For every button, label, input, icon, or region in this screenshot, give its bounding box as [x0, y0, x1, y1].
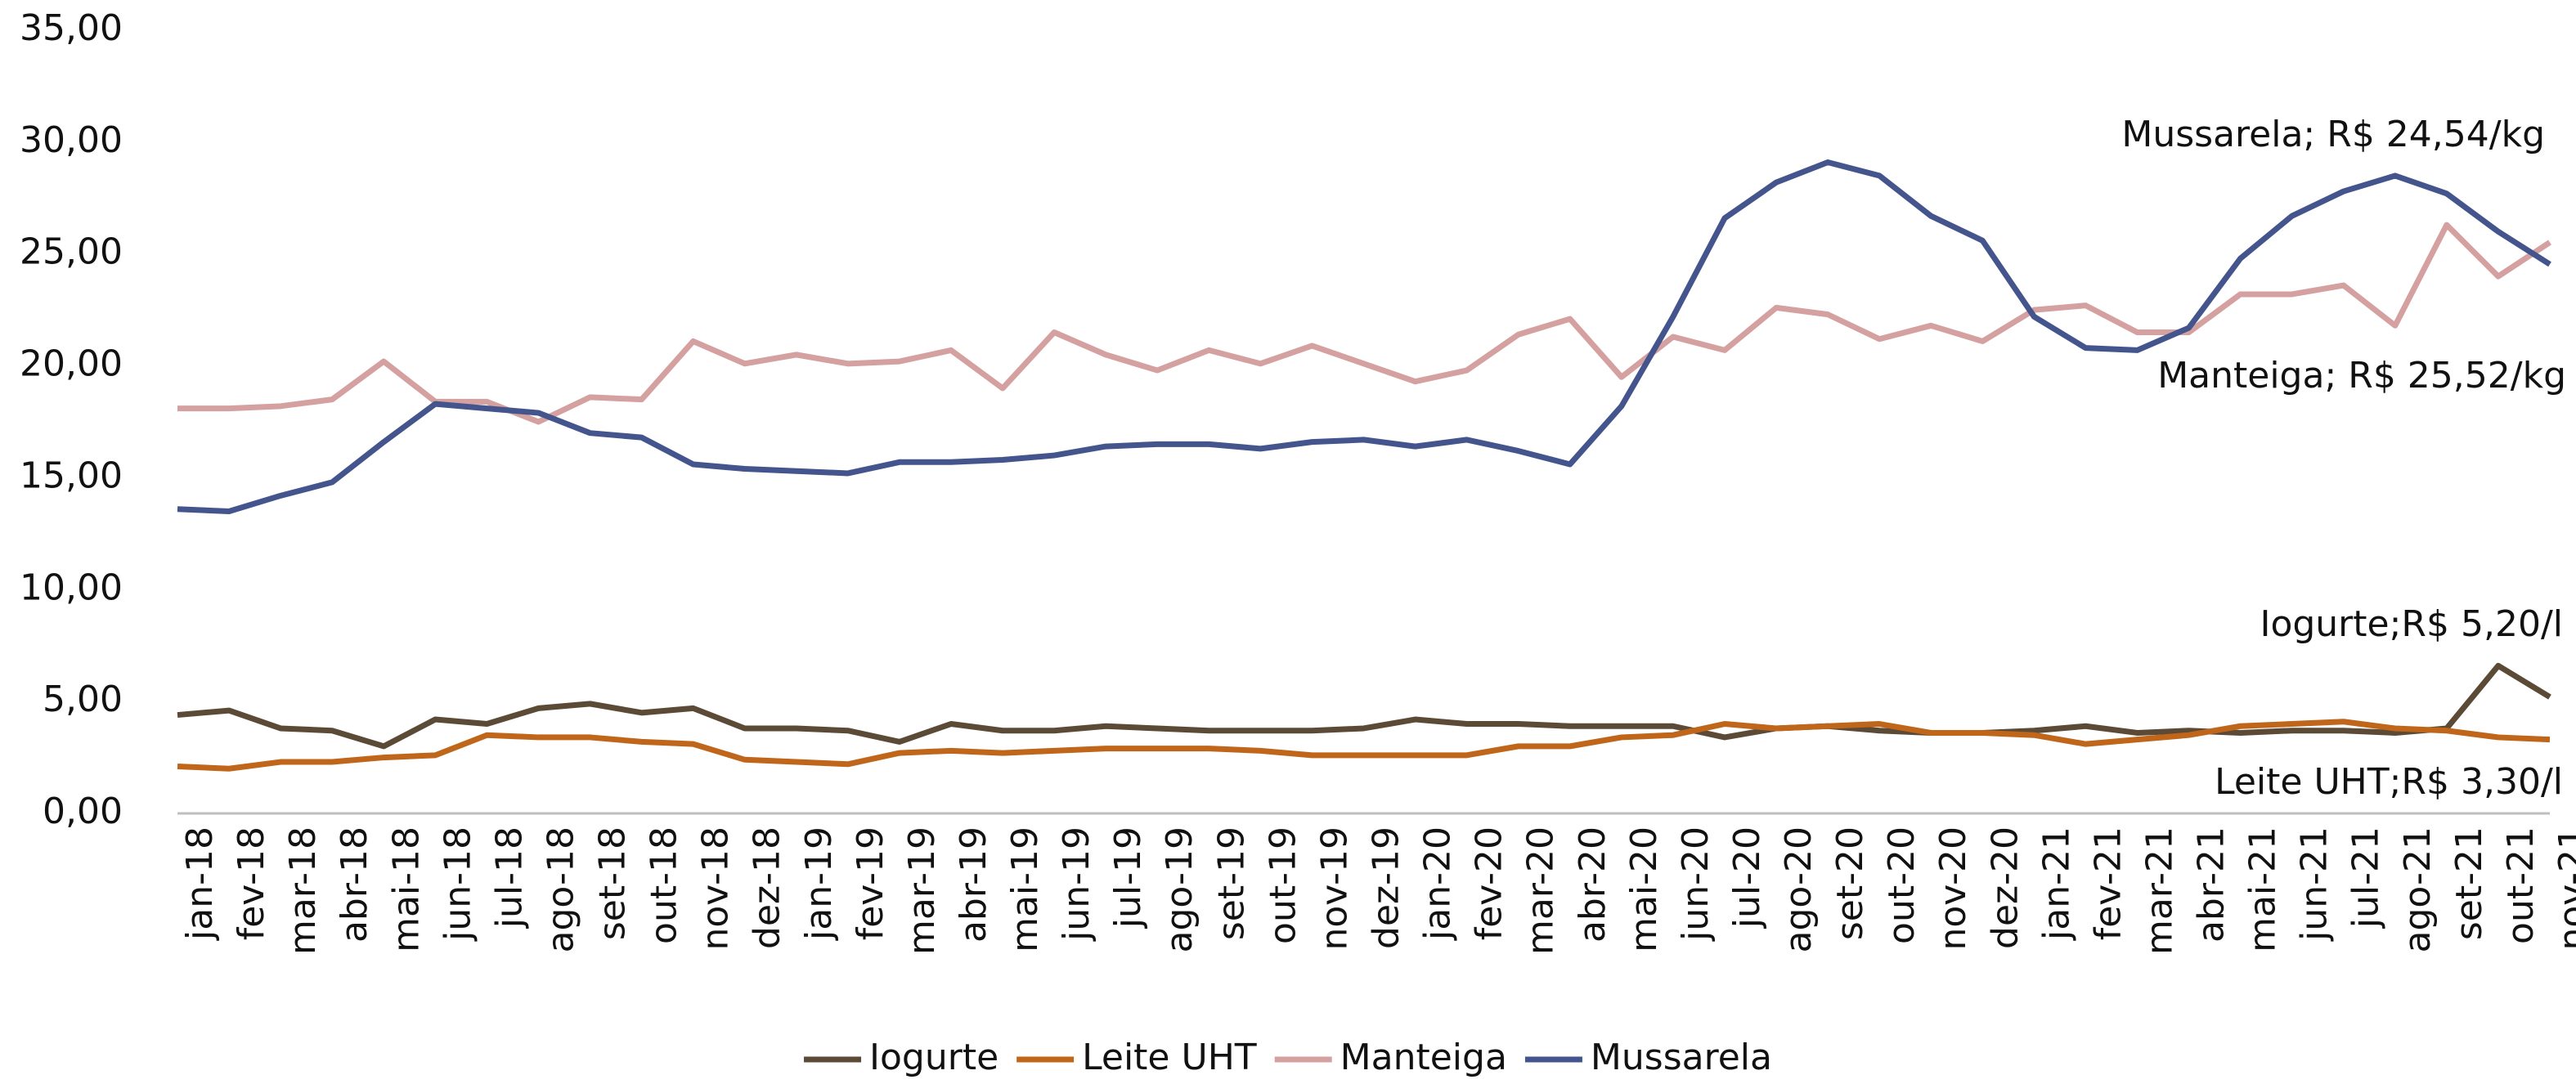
x-tick-label: abr-20 [1572, 826, 1613, 943]
x-tick-label: mai-18 [385, 826, 427, 952]
legend-label: Manteiga [1340, 1037, 1507, 1078]
x-tick-label: ago-20 [1778, 826, 1820, 953]
x-tick-label: nov-18 [695, 826, 737, 951]
x-tick-label: jan-20 [1417, 826, 1459, 941]
y-tick-label: 15,00 [20, 455, 123, 496]
x-tick-label: dez-18 [747, 826, 788, 949]
x-tick-label: nov-21 [2551, 826, 2576, 951]
x-tick-label: out-20 [1881, 826, 1923, 944]
series-line [177, 222, 2551, 425]
y-tick-label: 20,00 [20, 343, 123, 385]
legend-label: Mussarela [1591, 1037, 1772, 1078]
y-tick-label: 5,00 [43, 679, 123, 720]
annotation: Mussarela; R$ 24,54/kg [2121, 114, 2545, 155]
x-tick-label: abr-18 [334, 826, 375, 943]
x-tick-label: set-21 [2448, 826, 2490, 940]
x-tick-label: nov-20 [1932, 826, 1974, 951]
x-tick-label: fev-18 [231, 826, 272, 940]
annotation: Leite UHT;R$ 3,30/l [2215, 761, 2563, 803]
x-tick-label: ago-21 [2397, 826, 2439, 953]
x-tick-label: abr-19 [953, 826, 994, 943]
y-tick-label: 30,00 [20, 119, 123, 161]
series-line [177, 662, 2551, 750]
x-tick-label: fev-19 [850, 826, 891, 940]
x-tick-label: out-21 [2500, 826, 2542, 944]
x-tick-label: fev-20 [1469, 826, 1510, 940]
series-line [177, 719, 2551, 772]
y-tick-label: 10,00 [20, 567, 123, 608]
x-tick-label: jul-20 [1726, 826, 1768, 929]
x-tick-label: ago-19 [1159, 826, 1200, 953]
x-tick-label: set-20 [1829, 826, 1871, 940]
y-tick-label: 35,00 [20, 7, 123, 49]
x-tick-label: jan-18 [179, 826, 221, 941]
x-tick-label: mar-20 [1520, 826, 1562, 955]
y-tick-label: 0,00 [43, 791, 123, 832]
x-tick-label: mar-19 [901, 826, 943, 955]
x-tick-label: mar-21 [2138, 826, 2180, 955]
x-tick-label: jun-19 [1056, 826, 1097, 942]
x-tick-label: jul-21 [2345, 826, 2387, 929]
series-line [177, 159, 2551, 514]
x-tick-label: dez-20 [1984, 826, 2026, 949]
x-tick-label: mai-20 [1623, 826, 1665, 952]
annotation: Iogurte;R$ 5,20/l [2260, 603, 2563, 645]
annotation: Manteiga; R$ 25,52/kg [2157, 355, 2566, 396]
x-tick-label: jun-20 [1675, 826, 1717, 942]
x-tick-label: set-18 [592, 826, 634, 940]
x-tick-label: jul-19 [1107, 826, 1149, 929]
x-tick-label: jul-18 [488, 826, 530, 929]
x-tick-label: out-19 [1262, 826, 1304, 944]
x-tick-label: jan-19 [798, 826, 840, 941]
x-tick-label: set-19 [1210, 826, 1252, 940]
x-tick-label: ago-18 [540, 826, 581, 953]
legend-label: Leite UHT [1082, 1037, 1257, 1078]
x-tick-label: jun-21 [2294, 826, 2336, 942]
x-tick-label: fev-21 [2087, 826, 2129, 940]
x-tick-label: mai-19 [1004, 826, 1046, 952]
x-tick-label: dez-19 [1366, 826, 1407, 949]
y-tick-label: 25,00 [20, 231, 123, 273]
legend-label: Iogurte [869, 1037, 999, 1078]
x-tick-label: jan-21 [2035, 826, 2077, 941]
x-tick-label: jun-18 [437, 826, 478, 942]
x-tick-label: out-18 [644, 826, 685, 944]
x-tick-label: mai-21 [2242, 826, 2284, 952]
x-tick-label: abr-21 [2191, 826, 2233, 943]
x-tick-label: nov-19 [1313, 826, 1355, 951]
x-tick-label: mar-18 [282, 826, 324, 955]
